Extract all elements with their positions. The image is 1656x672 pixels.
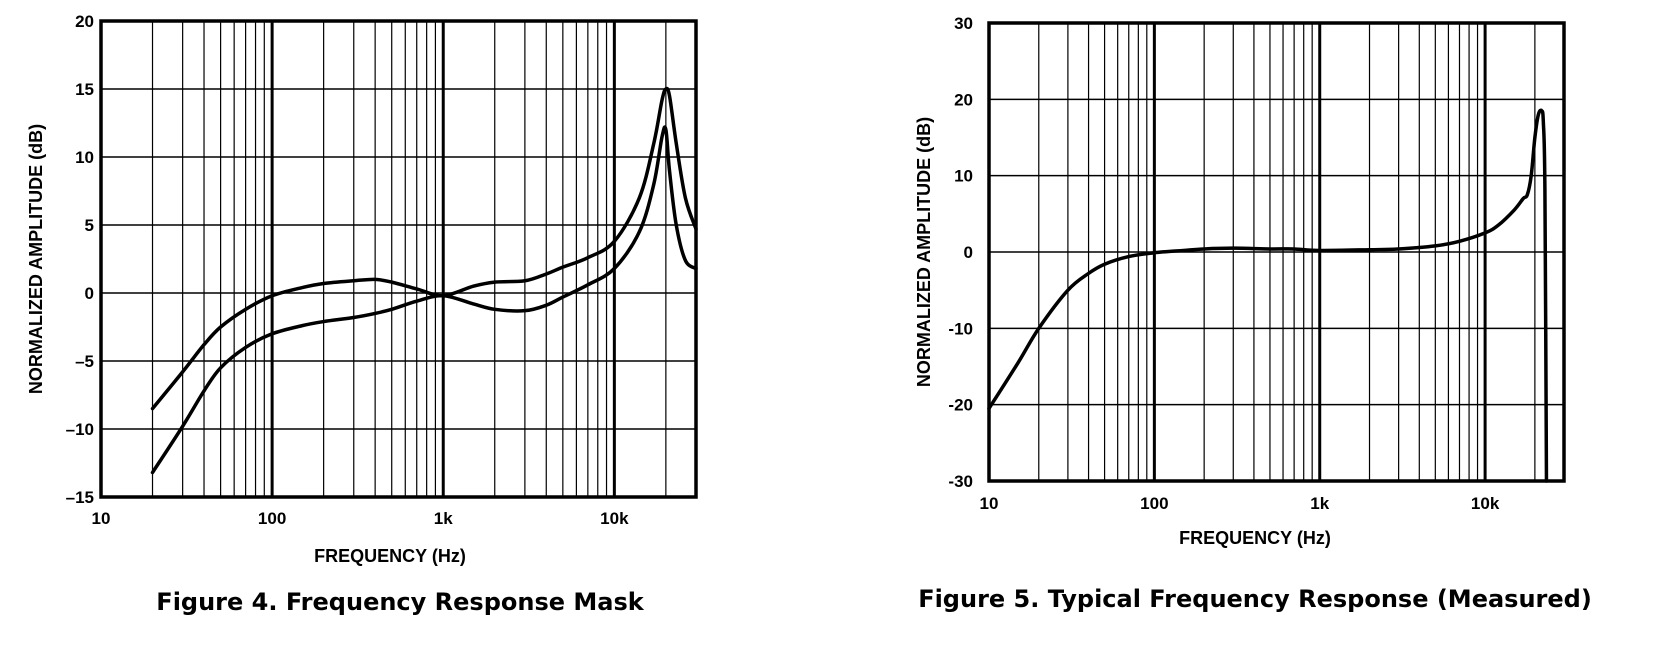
x-tick-label: 10 <box>980 494 999 513</box>
y-tick-label: 20 <box>954 90 973 109</box>
y-tick-label: 0 <box>85 284 94 303</box>
x-tick-label: 10k <box>1471 494 1500 513</box>
y-tick-label: –10 <box>66 420 94 439</box>
chart-1: 20 15 10 5 0 –5 –10 –15 10 100 1k 10k FREQUENCY (Hz)… <box>26 12 698 616</box>
x-tick-label: 10k <box>600 509 629 528</box>
series-line-1 <box>987 108 1549 483</box>
x-axis-label: FREQUENCY (Hz) <box>1179 528 1331 548</box>
series-line-2 <box>150 125 698 475</box>
y-tick-label: 20 <box>75 12 94 31</box>
y-tick-label: 10 <box>954 167 973 186</box>
series-line-1 <box>150 86 698 411</box>
y-axis-label: NORMALIZED AMPLITUDE (dB) <box>914 117 934 387</box>
y-axis-label: NORMALIZED AMPLITUDE (dB) <box>26 124 46 394</box>
y-tick-label: –15 <box>66 488 94 507</box>
y-tick-label: -30 <box>948 472 973 491</box>
y-tick-label: 5 <box>85 216 94 235</box>
y-tick-label: 15 <box>75 80 94 99</box>
y-tick-label: 0 <box>964 243 973 262</box>
x-tick-label: 1k <box>434 509 453 528</box>
y-tick-label: –5 <box>75 352 94 371</box>
figure-caption: Figure 5. Typical Frequency Response (Me… <box>918 585 1592 613</box>
x-axis-label: FREQUENCY (Hz) <box>314 546 466 566</box>
plot-frame <box>99 19 698 499</box>
plot-frame <box>987 21 1566 483</box>
x-tick-label: 10 <box>92 509 111 528</box>
figure-caption: Figure 4. Frequency Response Mask <box>156 588 644 616</box>
x-tick-label: 1k <box>1310 494 1329 513</box>
x-tick-label: 100 <box>1140 494 1168 513</box>
y-tick-label: -10 <box>948 319 973 338</box>
y-tick-label: -20 <box>948 396 973 415</box>
y-tick-label: 30 <box>954 14 973 33</box>
x-tick-label: 100 <box>258 509 286 528</box>
y-tick-label: 10 <box>75 148 94 167</box>
